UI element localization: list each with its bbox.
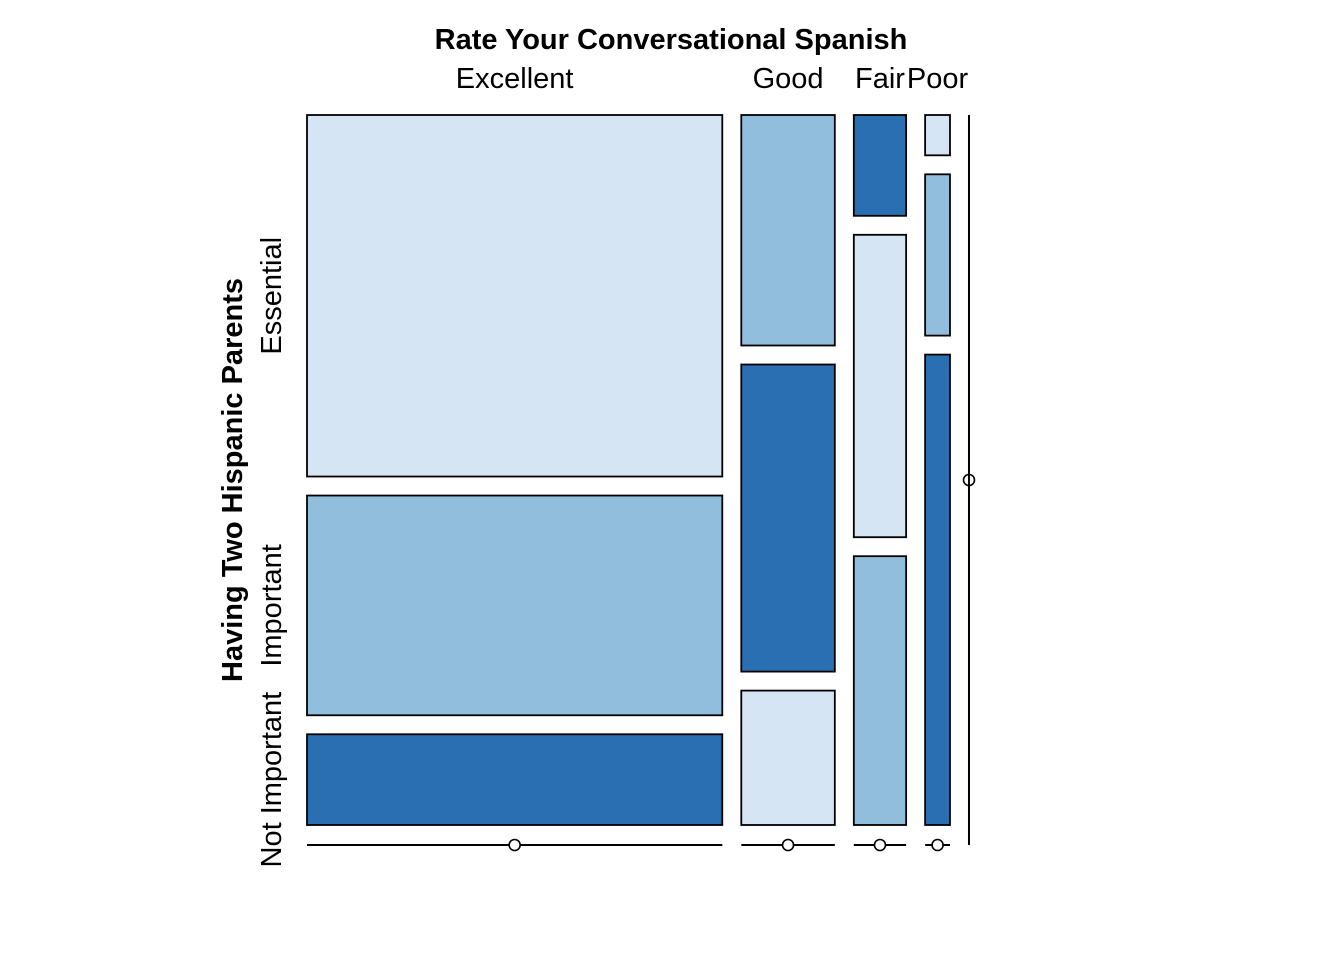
- mosaic-labels: Excellent Good Fair Poor Essential Important N…: [256, 63, 969, 867]
- column-label-fair: Fair: [855, 63, 905, 95]
- cell-excellent-not-important: [306, 733, 724, 826]
- cell-excellent-essential: [306, 114, 724, 478]
- cell-good-not-important: [740, 689, 836, 826]
- baseline-marker-excellent: [508, 838, 521, 852]
- column-label-poor: Poor: [907, 63, 969, 95]
- y-axis-label: Having Two Hispanic Parents: [217, 278, 249, 682]
- row-label-essential: Essential: [256, 237, 288, 355]
- mosaic-cells: [306, 114, 976, 852]
- cell-poor-important: [924, 173, 951, 337]
- column-label-good: Good: [753, 63, 824, 95]
- baseline-marker-good: [781, 838, 795, 852]
- cell-poor-not-important: [924, 353, 951, 826]
- chart-title: Rate Your Conversational Spanish: [435, 24, 908, 56]
- cell-good-important: [740, 363, 836, 673]
- row-label-important: Important: [256, 544, 288, 667]
- cell-poor-essential: [924, 114, 951, 157]
- cell-good-essential: [740, 114, 836, 347]
- column-label-excellent: Excellent: [456, 63, 574, 95]
- cell-fair-essential: [852, 114, 908, 217]
- baseline-marker-poor: [931, 838, 944, 852]
- empty-column-marker: [962, 473, 976, 487]
- cell-fair-not-important: [852, 555, 908, 826]
- cell-fair-important: [852, 233, 908, 539]
- cell-excellent-important: [306, 494, 724, 717]
- baseline-marker-fair: [873, 838, 887, 852]
- row-label-not-important: Not Important: [256, 692, 288, 868]
